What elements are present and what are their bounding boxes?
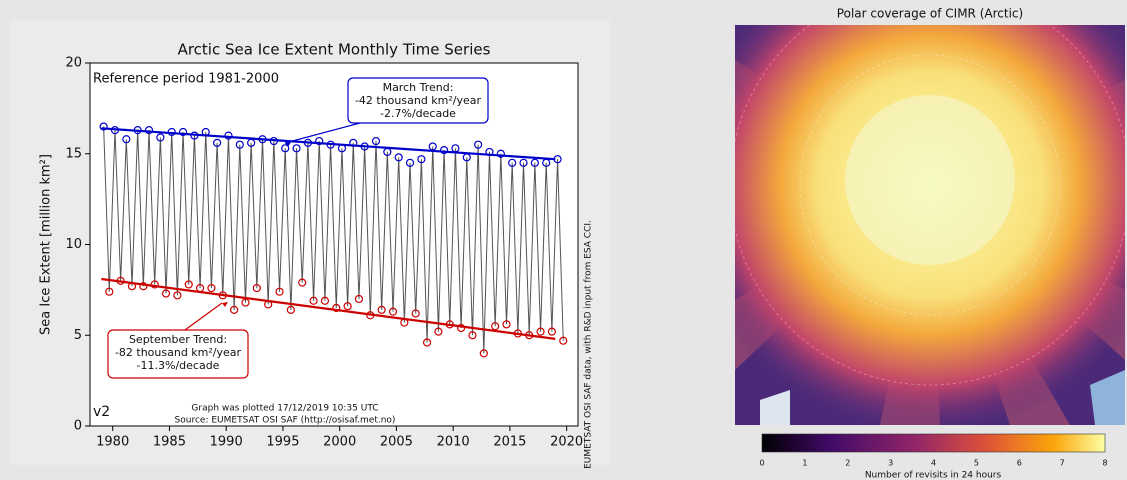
- map-title: Polar coverage of CIMR (Arctic): [837, 7, 1023, 21]
- reference-note: Reference period 1981-2000: [93, 72, 279, 87]
- annotation-text: -42 thousand km²/year: [355, 94, 482, 107]
- colorbar-tick-label: 8: [1102, 459, 1107, 468]
- x-tick-label: 1980: [96, 435, 129, 450]
- y-tick-label: 15: [65, 146, 82, 161]
- x-tick-label: 1990: [210, 435, 243, 450]
- colorbar-tick-label: 7: [1060, 459, 1065, 468]
- colorbar-tick-label: 2: [845, 459, 850, 468]
- chart: Arctic Sea Ice Extent Monthly Time Serie…: [39, 41, 594, 469]
- source-note: Source: EUMETSAT OSI SAF (http://osisaf.…: [175, 416, 396, 426]
- colorbar-tick-label: 6: [1017, 459, 1022, 468]
- y-tick-label: 20: [65, 56, 82, 71]
- map-image: [680, 0, 1127, 435]
- annotation-text: -82 thousand km²/year: [115, 346, 242, 359]
- source-note: Graph was plotted 17/12/2019 10:35 UTC: [191, 404, 378, 414]
- x-tick-label: 1985: [153, 435, 186, 450]
- x-tick-label: 2005: [380, 435, 413, 450]
- colorbar-tick-label: 1: [802, 459, 807, 468]
- version-label: v2: [93, 404, 110, 420]
- colorbar-tick-label: 3: [888, 459, 893, 468]
- y-tick-label: 5: [74, 328, 82, 343]
- credit-note: EUMETSAT OSI SAF data, with R&D input fr…: [584, 220, 594, 469]
- annotation-text: -11.3%/decade: [137, 359, 220, 372]
- colorbar-tick-label: 5: [974, 459, 979, 468]
- x-tick-label: 2015: [493, 435, 526, 450]
- x-tick-label: 2000: [323, 435, 356, 450]
- annotation-text: -2.7%/decade: [380, 107, 456, 120]
- colorbar-label: Number of revisits in 24 hours: [865, 471, 1002, 480]
- x-tick-label: 2020: [550, 435, 583, 450]
- colorbar-tick-label: 4: [931, 459, 936, 468]
- annotation-text: March Trend:: [383, 81, 454, 94]
- colorbar: [762, 434, 1105, 452]
- map-panel: Polar coverage of CIMR (Arctic) 0 1 2 3 4 5 6 7…: [680, 0, 1127, 480]
- x-tick-label: 1995: [266, 435, 299, 450]
- y-tick-label: 10: [65, 237, 82, 252]
- page: Arctic Sea Ice Extent Monthly Time Serie…: [0, 0, 1127, 480]
- pole-area: [845, 95, 1015, 265]
- annotation-text: September Trend:: [129, 333, 227, 346]
- colorbar-tick-label: 0: [759, 459, 764, 468]
- chart-title: Arctic Sea Ice Extent Monthly Time Serie…: [178, 41, 491, 59]
- y-tick-label: 0: [74, 419, 82, 434]
- x-tick-label: 2010: [437, 435, 470, 450]
- y-axis-label: Sea Ice Extent [million km²]: [39, 154, 54, 335]
